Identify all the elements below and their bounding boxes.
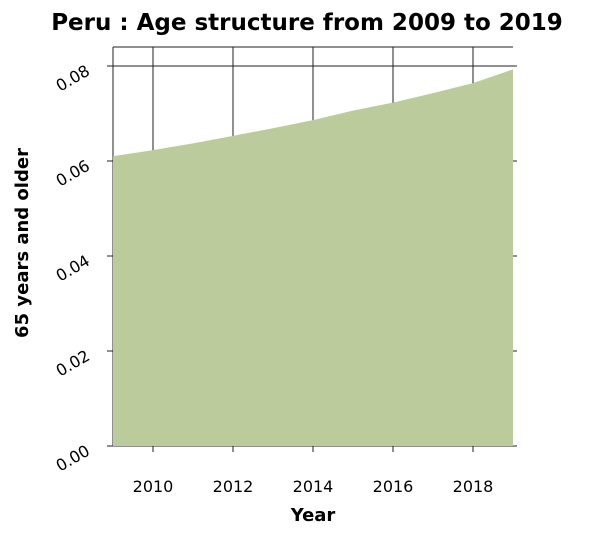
y-tick-label: 0.06 bbox=[53, 156, 93, 190]
y-tick-label: 0.08 bbox=[53, 61, 93, 95]
x-tick-label: 2012 bbox=[213, 477, 254, 496]
y-tick-label: 0.00 bbox=[53, 441, 93, 475]
y-axis-label: 65 years and older bbox=[12, 148, 33, 338]
x-tick-label: 2016 bbox=[373, 477, 414, 496]
x-tick-label: 2018 bbox=[453, 477, 494, 496]
chart-title: Peru : Age structure from 2009 to 2019 bbox=[51, 10, 563, 36]
y-tick-label: 0.04 bbox=[53, 251, 93, 285]
y-tick-label: 0.02 bbox=[53, 346, 93, 380]
x-tick-label: 2010 bbox=[133, 477, 174, 496]
x-axis-label: Year bbox=[290, 505, 336, 526]
x-tick-label: 2014 bbox=[293, 477, 334, 496]
area-series bbox=[113, 69, 513, 446]
